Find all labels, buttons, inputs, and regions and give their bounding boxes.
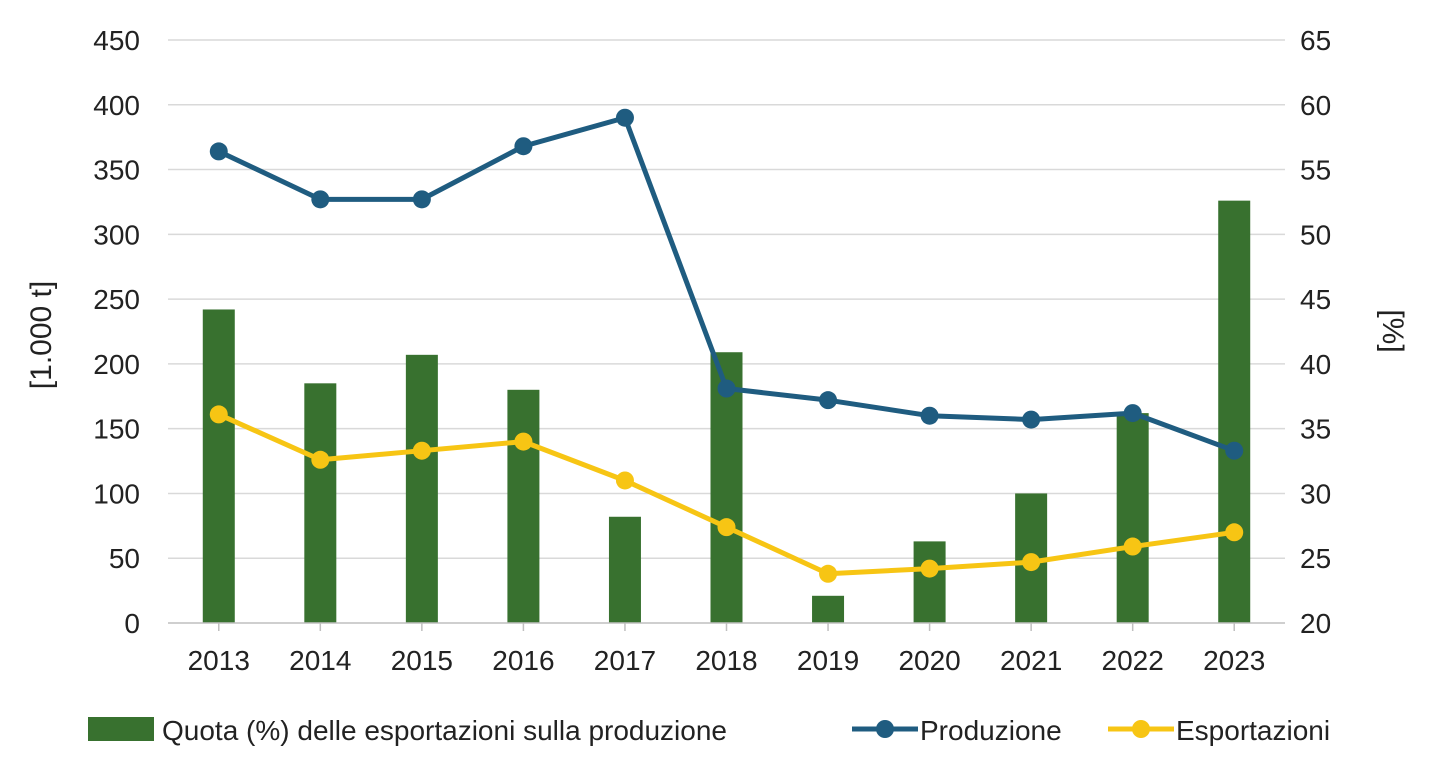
point-produzione-2015 [412,190,431,209]
y-left-tick-label: 300 [93,219,140,250]
legend: Quota (%) delle esportazioni sulla produ… [88,715,1330,746]
point-esportazioni-2017 [615,471,634,490]
point-produzione-2016 [514,137,533,156]
x-tick-label: 2014 [289,645,351,676]
y-right-tick-label: 35 [1300,414,1331,445]
y-right-tick-label: 60 [1300,90,1331,121]
bar-quota-2015 [405,354,438,623]
y-axis-left-label: [1.000 t] [25,281,58,389]
point-esportazioni-2015 [412,441,431,460]
line-series [209,108,1244,583]
legend-marker-esportazioni [1132,720,1150,738]
bar-quota-2016 [507,389,540,623]
y-left-tick-label: 250 [93,284,140,315]
point-produzione-2018 [717,379,736,398]
y-left-tick-label: 350 [93,155,140,186]
bar-quota-2017 [608,516,641,623]
point-esportazioni-2020 [920,559,939,578]
bar-quota-2019 [812,595,845,623]
point-produzione-2013 [209,142,228,161]
point-produzione-2017 [615,108,634,127]
x-tick-label: 2018 [695,645,757,676]
x-tick-label: 2021 [1000,645,1062,676]
point-produzione-2020 [920,406,939,425]
x-tick-label: 2019 [797,645,859,676]
point-esportazioni-2018 [717,518,736,537]
bar-quota-2023 [1218,200,1251,623]
y-right-tick-label: 45 [1300,284,1331,315]
point-esportazioni-2022 [1123,537,1142,556]
bar-quota-2013 [202,309,235,623]
y-left-tick-label: 450 [93,25,140,56]
point-produzione-2022 [1123,404,1142,423]
y-left-tick-label: 100 [93,478,140,509]
gridlines [168,39,1285,559]
point-produzione-2019 [819,391,838,410]
y-right-tick-label: 50 [1300,219,1331,250]
bar-quota-2014 [304,383,337,623]
y-axis-right-label: [%] [1376,309,1409,352]
y-left-tick-label: 400 [93,90,140,121]
y-right-tick-label: 65 [1300,25,1331,56]
legend-bar-swatch [88,717,154,741]
point-esportazioni-2021 [1022,553,1041,572]
y-left-tick-label: 200 [93,349,140,380]
point-esportazioni-2016 [514,432,533,451]
y-right-tick-label: 30 [1300,478,1331,509]
x-tick-label: 2023 [1203,645,1265,676]
axes: 0 50 100 150 200 250 300 350 400 450 20 25 30 35 40 45 5… [93,25,1331,676]
legend-label-produzione: Produzione [920,715,1062,746]
y-left-tick-label: 0 [124,608,140,639]
point-produzione-2014 [311,190,330,209]
point-esportazioni-2019 [819,564,838,583]
point-produzione-2023 [1225,441,1244,460]
y-left-tick-label: 150 [93,414,140,445]
bar-quota-2020 [913,541,946,623]
y-right-tick-label: 25 [1300,543,1331,574]
bar-series [202,200,1251,623]
x-tick-label: 2017 [594,645,656,676]
point-esportazioni-2014 [311,450,330,469]
point-produzione-2021 [1022,410,1041,429]
y-left-tick-label: 50 [109,543,140,574]
x-tick-label: 2013 [188,645,250,676]
point-esportazioni-2013 [209,405,228,424]
bar-quota-2022 [1116,413,1149,623]
legend-marker-produzione [876,720,894,738]
y-right-tick-label: 55 [1300,155,1331,186]
x-tick-label: 2022 [1102,645,1164,676]
legend-label-esportazioni: Esportazioni [1176,715,1330,746]
x-tick-label: 2015 [391,645,453,676]
legend-label-quota: Quota (%) delle esportazioni sulla produ… [162,715,727,746]
x-tick-label: 2016 [492,645,554,676]
point-esportazioni-2023 [1225,523,1244,542]
x-tick-label: 2020 [898,645,960,676]
y-right-tick-label: 40 [1300,349,1331,380]
y-right-tick-label: 20 [1300,608,1331,639]
